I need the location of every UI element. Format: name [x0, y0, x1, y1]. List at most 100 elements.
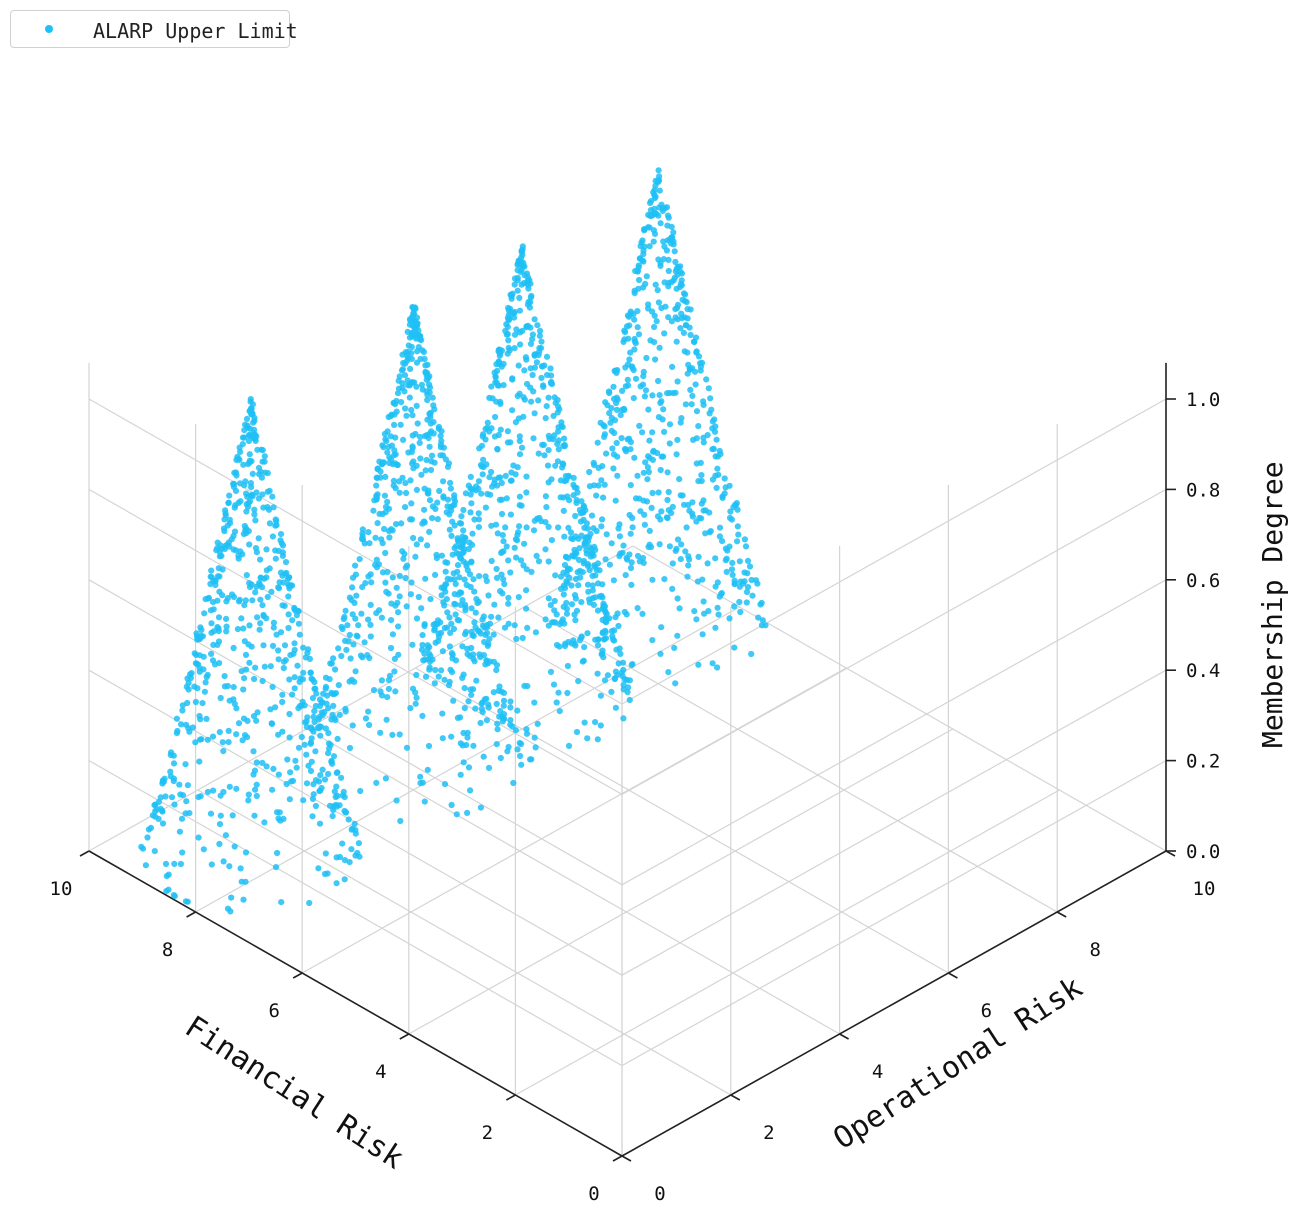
data-point	[550, 619, 557, 626]
data-point	[418, 381, 425, 388]
data-point	[413, 402, 420, 409]
data-point	[665, 669, 672, 676]
data-point	[421, 650, 428, 657]
data-point	[645, 468, 653, 476]
floor-gridline	[306, 728, 840, 1035]
data-point	[167, 751, 174, 759]
data-point	[438, 667, 445, 674]
data-point	[424, 766, 431, 774]
data-point	[254, 614, 261, 621]
data-point	[259, 602, 266, 609]
data-point	[398, 367, 406, 374]
x-axis-line	[88, 850, 623, 1157]
data-point	[341, 857, 348, 864]
data-point	[507, 569, 514, 576]
data-point	[571, 484, 578, 491]
z-tick-label: 0.6	[1186, 570, 1220, 592]
data-point	[409, 412, 416, 419]
data-point	[448, 507, 455, 514]
data-point	[295, 744, 303, 751]
data-point	[277, 537, 284, 544]
data-point	[686, 366, 694, 373]
data-point	[554, 458, 562, 465]
data-point	[424, 542, 431, 549]
data-point	[683, 524, 690, 531]
data-point	[398, 399, 405, 406]
data-point	[334, 735, 341, 743]
wall-gridline	[88, 579, 623, 886]
data-point	[564, 662, 572, 670]
data-point	[392, 401, 399, 408]
data-point	[519, 262, 526, 269]
data-point	[692, 334, 700, 341]
data-point	[500, 702, 507, 709]
data-point	[569, 552, 576, 559]
data-point	[516, 294, 523, 301]
data-point	[515, 362, 522, 369]
legend: ALARP Upper Limit	[10, 10, 298, 48]
data-point	[256, 579, 263, 587]
data-point	[531, 352, 538, 359]
data-point	[227, 908, 234, 915]
data-point	[618, 435, 625, 442]
data-point	[468, 691, 475, 699]
data-point	[493, 700, 500, 708]
data-point	[488, 613, 495, 620]
data-point	[420, 657, 427, 664]
data-point	[602, 556, 609, 563]
data-point	[449, 551, 456, 558]
data-point	[510, 314, 518, 321]
data-point	[613, 406, 621, 413]
data-point	[392, 451, 399, 458]
data-point	[498, 479, 505, 487]
data-point	[391, 655, 398, 663]
data-point	[644, 464, 652, 471]
data-point	[259, 491, 266, 498]
data-point	[417, 355, 424, 363]
data-point	[220, 858, 227, 865]
data-point	[614, 453, 621, 460]
data-point	[441, 602, 448, 609]
data-point	[245, 437, 252, 445]
data-point	[466, 539, 473, 546]
data-point	[275, 647, 282, 654]
data-point	[396, 572, 403, 580]
data-point	[608, 414, 615, 422]
data-point	[395, 651, 402, 658]
data-point	[664, 222, 671, 229]
data-point	[693, 348, 700, 355]
data-point	[416, 439, 423, 446]
data-point	[561, 478, 568, 485]
data-point	[270, 504, 277, 511]
data-point	[263, 546, 270, 553]
data-point	[553, 611, 560, 618]
data-point	[460, 527, 467, 534]
data-point	[245, 791, 252, 798]
data-point	[366, 540, 373, 547]
data-point	[275, 656, 282, 663]
data-point	[532, 629, 540, 636]
data-point	[426, 497, 434, 504]
data-point	[559, 616, 567, 623]
data-point	[691, 368, 699, 375]
data-point	[704, 560, 711, 567]
data-point	[620, 715, 627, 722]
data-point	[244, 422, 251, 429]
data-point	[413, 694, 420, 701]
data-point	[329, 813, 336, 820]
data-point	[248, 405, 255, 412]
data-point	[500, 382, 507, 389]
data-point	[539, 363, 546, 370]
data-point	[324, 692, 331, 699]
data-point	[421, 621, 428, 628]
data-point	[256, 626, 263, 633]
data-point	[400, 436, 407, 443]
data-point	[280, 658, 288, 665]
data-point	[511, 281, 518, 288]
data-point	[310, 713, 317, 721]
data-point	[658, 508, 665, 515]
data-point	[450, 625, 457, 633]
data-point	[599, 581, 606, 588]
data-point	[646, 527, 653, 535]
data-point	[499, 532, 506, 539]
